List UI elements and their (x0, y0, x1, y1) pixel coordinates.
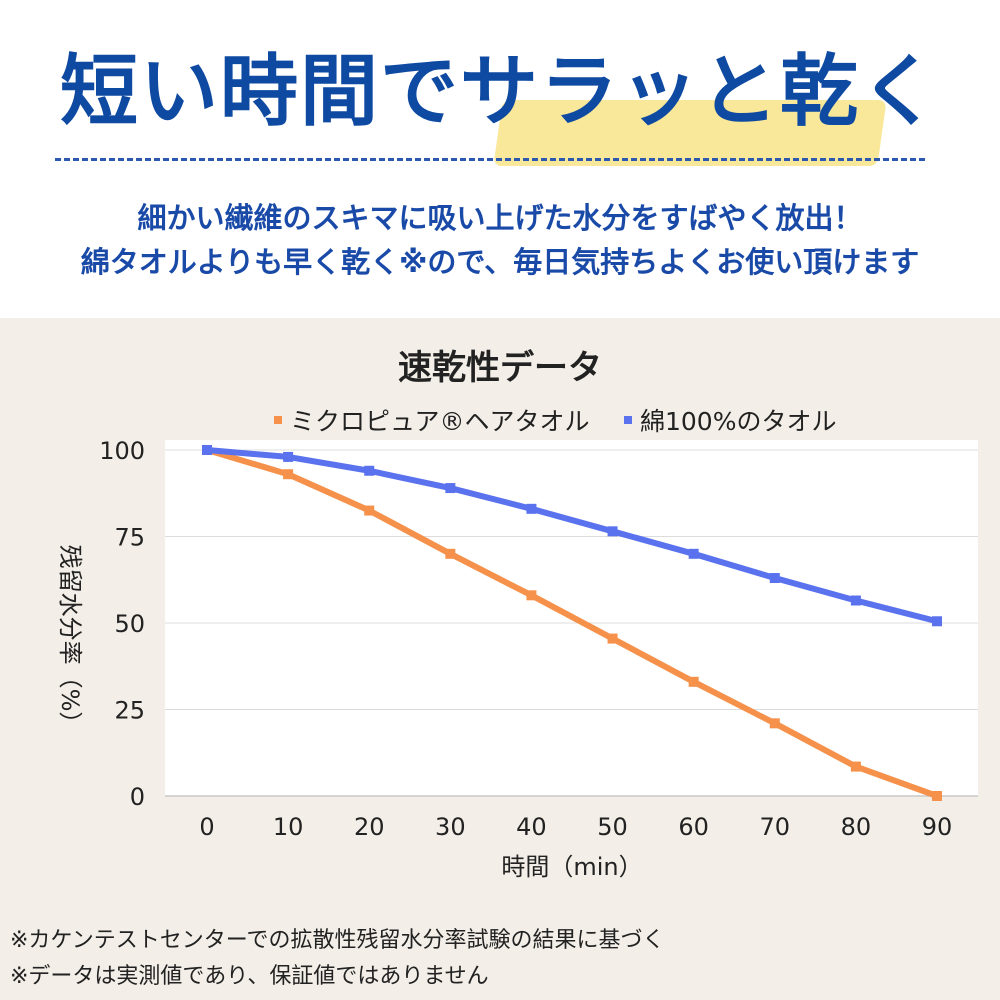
data-point-s0-70 (769, 718, 780, 729)
y-tick-label-100: 100 (99, 437, 145, 465)
data-point-s0-90 (932, 791, 942, 801)
headline: 短い時間でサラッと乾く (59, 47, 940, 137)
x-tick-label-30: 30 (435, 813, 466, 841)
x-tick-label-70: 70 (760, 813, 791, 841)
series-line-1 (204, 447, 940, 625)
data-point-s0-20 (364, 505, 375, 516)
data-point-s1-70 (769, 573, 780, 584)
headline-wrap: 短い時間でサラッと乾く (0, 42, 1000, 166)
data-point-s1-60 (688, 548, 699, 559)
legend-swatch-cotton (624, 416, 632, 424)
data-point-s1-20 (364, 465, 375, 476)
x-tick-label-50: 50 (597, 813, 628, 841)
data-point-s0-80 (850, 761, 861, 772)
x-tick-label-10: 10 (273, 813, 304, 841)
x-tick-label-60: 60 (678, 813, 709, 841)
series (202, 445, 942, 801)
x-axis-title: 時間（min） (501, 853, 642, 881)
footnote-2: ※データは実測値であり、保証値ではありません (10, 964, 489, 989)
y-tick-label-25: 25 (114, 697, 145, 725)
legend-label-cotton: 綿100%のタオル (640, 407, 836, 436)
y-tick-label-50: 50 (114, 610, 145, 638)
header-section: 短い時間でサラッと乾く 細かい繊維のスキマに吸い上げた水分をすばやく放出！ 綿タ… (0, 0, 1000, 318)
data-point-s0-50 (607, 633, 618, 644)
dashed-divider (55, 158, 925, 161)
data-point-s1-30 (445, 483, 456, 494)
series-line-0 (204, 447, 940, 799)
data-point-s1-90 (932, 616, 942, 627)
data-point-s1-40 (526, 503, 537, 514)
y-tick-label-0: 0 (130, 783, 145, 811)
footnote-1: ※カケンテストセンターでの拡散性残留水分率試験の結果に基づく (10, 928, 665, 953)
x-tick-label-90: 90 (922, 813, 953, 841)
axes: 0 25 50 75 100 0 10 20 30 40 50 60 70 80 90 (99, 437, 978, 841)
y-axis-title: 残留水分率（%） (56, 545, 84, 736)
x-tick-label-0: 0 (199, 813, 214, 841)
legend-swatch-microprue (274, 416, 282, 424)
x-tick-label-80: 80 (841, 813, 872, 841)
y-tick-label-75: 75 (114, 524, 145, 552)
subtitle-line-2: 綿タオルよりも早く乾く※ので、毎日気持ちよくお使い頂けます (80, 245, 920, 279)
data-point-s1-0 (202, 445, 212, 455)
data-point-s0-10 (283, 469, 294, 480)
chart-title: 速乾性データ (398, 348, 602, 388)
data-point-s1-50 (607, 526, 618, 537)
data-point-s0-40 (526, 590, 537, 601)
x-tick-label-40: 40 (516, 813, 547, 841)
legend-label-microprue: ミクロピュア®ヘアタオル (290, 407, 590, 436)
x-tick-label-20: 20 (354, 813, 385, 841)
subtitle-line-1: 細かい繊維のスキマに吸い上げた水分をすばやく放出！ (137, 201, 863, 235)
legend: ミクロピュア®ヘアタオル 綿100%のタオル (274, 407, 836, 436)
data-point-s1-80 (850, 595, 861, 606)
data-point-s0-60 (688, 676, 699, 687)
data-point-s1-10 (283, 451, 294, 462)
data-point-s0-30 (445, 548, 456, 559)
